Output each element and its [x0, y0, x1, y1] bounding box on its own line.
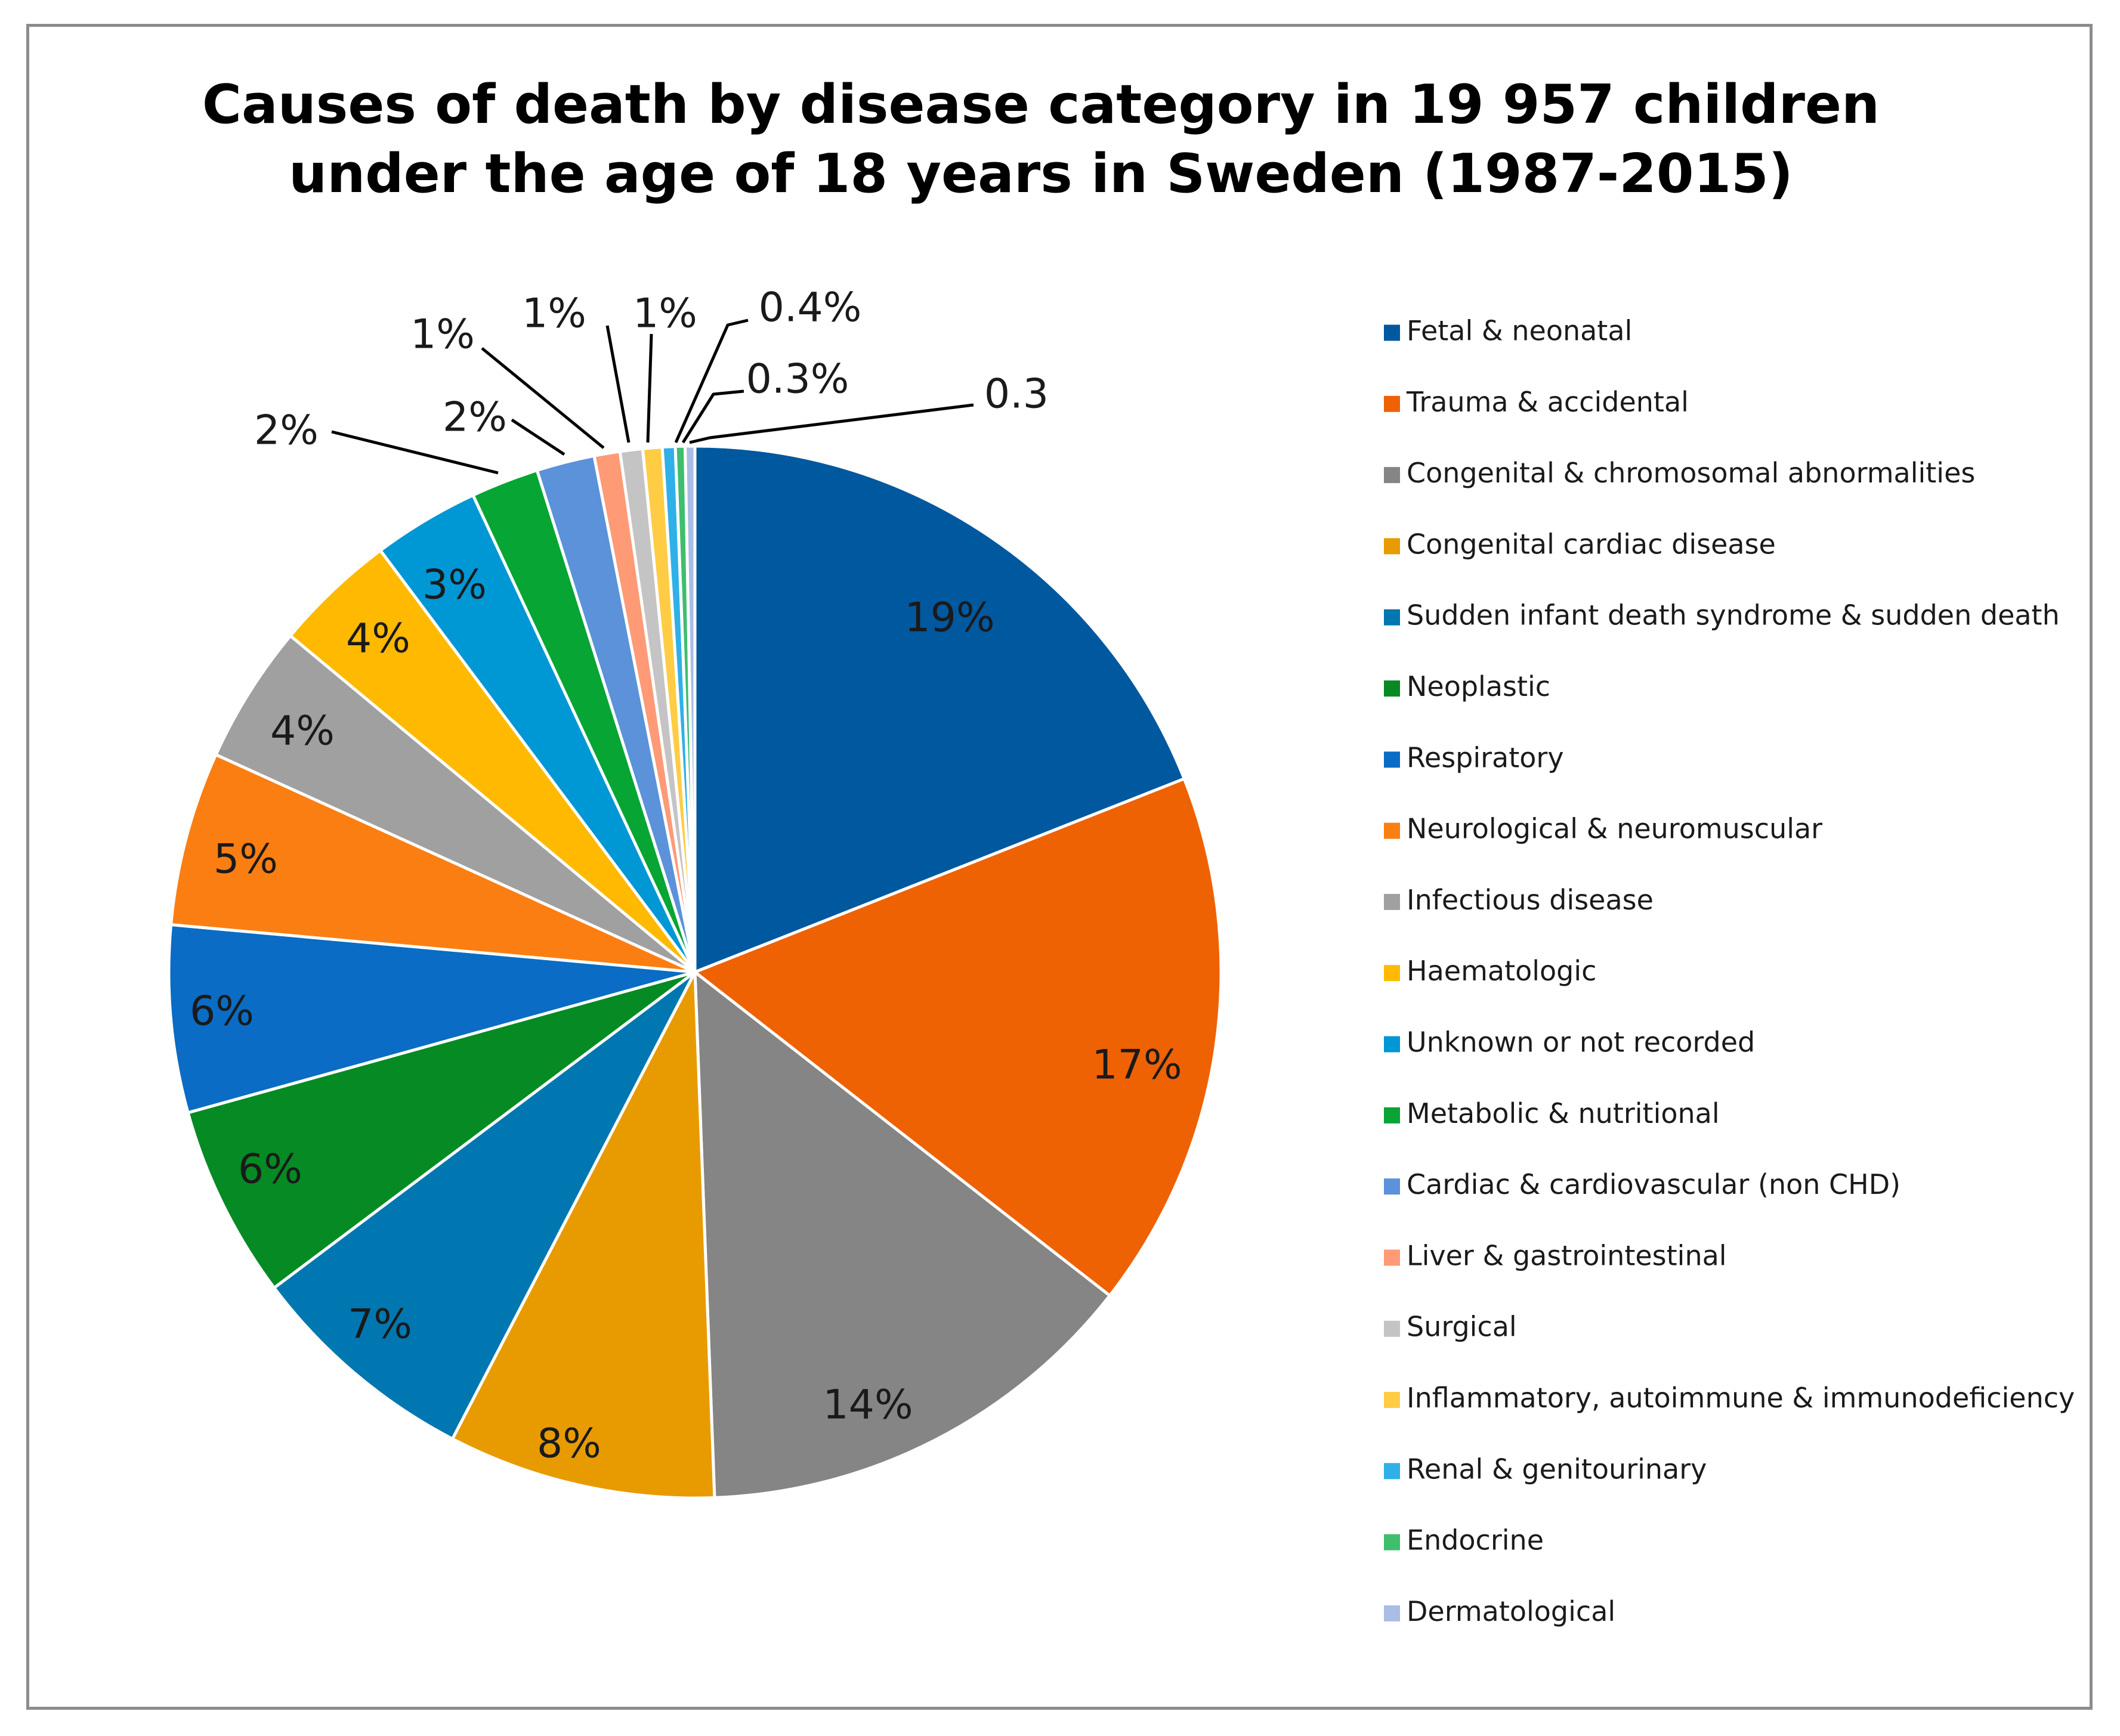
legend-label-liver-gastrointestinal: Liver & gastrointestinal: [1407, 1239, 1727, 1271]
legend-label-unknown-or-not-recorded: Unknown or not recorded: [1407, 1026, 1755, 1059]
legend-label-congenital-chromosomal-abnormalities: Congenital & chromosomal abnormalities: [1407, 457, 1975, 489]
legend-swatch-endocrine: [1384, 1534, 1400, 1551]
data-label-neurological-neuromuscular: 5%: [214, 836, 278, 883]
legend-label-metabolic-nutritional: Metabolic & nutritional: [1407, 1097, 1720, 1130]
pie-slice-sudden-infant-death-syndrome-sudden-death: [273, 970, 697, 1441]
legend-swatch-infectious-disease: [1384, 893, 1400, 910]
data-label-congenital-chromosomal-abnormalities: 14%: [823, 1382, 913, 1429]
pie-slices: [167, 444, 1223, 1500]
legend-swatch-neoplastic: [1384, 680, 1400, 697]
legend-swatch-trauma-accidental: [1384, 395, 1400, 412]
pie-slice-respiratory: [167, 923, 697, 1115]
legend-swatch-dermatological: [1384, 1605, 1400, 1621]
legend-swatch-surgical: [1384, 1320, 1400, 1337]
pie-slice-trauma-accidental: [693, 777, 1223, 1298]
data-label-sudden-infant-death-syndrome-sudden-death: 7%: [348, 1301, 412, 1348]
legend-label-trauma-accidental: Trauma & accidental: [1406, 386, 1689, 418]
pie-slice-congenital-cardiac-disease: [450, 970, 716, 1500]
data-label-congenital-cardiac-disease: 8%: [537, 1421, 601, 1468]
legend-swatch-renal-genitourinary: [1384, 1463, 1400, 1480]
leader-line-renal-genitourinary: [674, 318, 749, 444]
legend-swatch-congenital-cardiac-disease: [1384, 538, 1400, 555]
legend-label-fetal-neonatal: Fetal & neonatal: [1407, 315, 1632, 347]
data-label-cardiac-cardiovascular-non-chd: 2%: [443, 394, 507, 441]
leader-lines: [331, 318, 974, 475]
legend-label-infectious-disease: Infectious disease: [1407, 884, 1654, 916]
legend-label-sudden-infant-death-syndrome-sudden-death: Sudden infant death syndrome & sudden de…: [1407, 599, 2060, 632]
legend-label-respiratory: Respiratory: [1407, 741, 1564, 773]
legend-label-endocrine: Endocrine: [1407, 1524, 1544, 1556]
pie-slice-congenital-chromosomal-abnormalities: [693, 970, 1111, 1499]
leader-line-dermatological: [689, 403, 974, 444]
data-label-inflammatory-autoimmune-immunodeficiency: 1%: [633, 290, 697, 338]
data-label-haematologic: 4%: [346, 615, 410, 663]
legend-swatch-fetal-neonatal: [1384, 324, 1400, 341]
legend-swatch-sudden-infant-death-syndrome-sudden-death: [1384, 609, 1400, 626]
legend-swatch-metabolic-nutritional: [1384, 1107, 1400, 1124]
data-label-liver-gastrointestinal: 1%: [410, 311, 475, 358]
pie-slice-neurological-neuromuscular: [169, 753, 697, 974]
legend-swatch-liver-gastrointestinal: [1384, 1249, 1400, 1266]
pie-slice-fetal-neonatal: [693, 444, 1186, 974]
legend-label-congenital-cardiac-disease: Congenital cardiac disease: [1407, 528, 1776, 560]
data-label-dermatological: 0.3: [984, 371, 1049, 418]
data-label-neoplastic: 6%: [238, 1146, 302, 1193]
pie-slice-dermatological: [684, 444, 697, 974]
leader-line-liver-gastrointestinal: [481, 347, 605, 449]
legend-swatch-respiratory: [1384, 751, 1400, 768]
leader-line-cardiac-cardiovascular-non-chd: [511, 418, 565, 456]
pie-slice-neoplastic: [186, 970, 697, 1289]
legend-label-surgical: Surgical: [1407, 1311, 1517, 1343]
legend-label-dermatological: Dermatological: [1407, 1595, 1615, 1627]
legend-swatch-unknown-or-not-recorded: [1384, 1036, 1400, 1053]
legend-label-neurological-neuromuscular: Neurological & neuromuscular: [1407, 813, 1822, 845]
data-label-renal-genitourinary: 0.4%: [759, 284, 862, 332]
legend-swatch-inflammatory-autoimmune-immunodeficiency: [1384, 1392, 1400, 1408]
legend-swatch-cardiac-cardiovascular-non-chd: [1384, 1178, 1400, 1195]
data-labels: 19% 17% 14% 8% 7% 6% 6% 5% 4%4% 3% 2% 2% 1% 1% 1% 0.4% 0…: [190, 284, 1182, 1468]
leader-line-surgical: [605, 325, 631, 443]
legend-label-haematologic: Haematologic: [1407, 955, 1596, 987]
data-label-fetal-neonatal: 19%: [904, 595, 994, 642]
legend: Fetal & neonatal Trauma & accidental Conge…: [1384, 315, 2075, 1627]
data-label-infectious-disease: 4%: [270, 708, 335, 755]
leader-line-endocrine: [681, 389, 744, 444]
legend-label-cardiac-cardiovascular-non-chd: Cardiac & cardiovascular (non CHD): [1407, 1168, 1900, 1200]
pie-slice-haematologic: [289, 549, 697, 974]
chart-title: Causes of death by disease category in 1…: [202, 73, 1880, 205]
legend-swatch-neurological-neuromuscular: [1384, 822, 1400, 839]
data-label-unknown-or-not-recorded: 3%: [422, 562, 487, 609]
legend-swatch-congenital-chromosomal-abnormalities: [1384, 467, 1400, 484]
leader-line-metabolic-nutritional: [331, 430, 499, 475]
pie-slice-infectious-disease: [214, 634, 697, 974]
data-label-respiratory: 6%: [190, 988, 254, 1035]
leader-line-inflammatory-autoimmune-immunodeficiency: [646, 333, 653, 443]
legend-swatch-haematologic: [1384, 965, 1400, 982]
data-label-metabolic-nutritional: 2%: [254, 407, 319, 454]
legend-label-inflammatory-autoimmune-immunodeficiency: Inflammatory, autoimmune & immunodeficie…: [1407, 1382, 2075, 1414]
legend-label-neoplastic: Neoplastic: [1407, 670, 1550, 703]
data-label-endocrine: 0.3%: [746, 356, 849, 403]
legend-label-renal-genitourinary: Renal & genitourinary: [1407, 1453, 1707, 1485]
data-label-surgical: 1%: [522, 290, 586, 338]
data-label-trauma-accidental: 17%: [1092, 1042, 1182, 1089]
